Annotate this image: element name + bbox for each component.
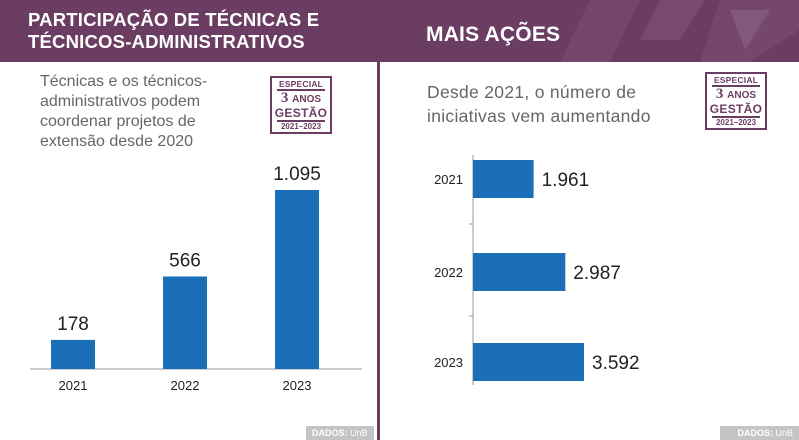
bar-2022 [473, 253, 566, 291]
category-tick-label: 2022 [171, 378, 200, 393]
bar-2021 [473, 160, 534, 198]
left-subtitle-line: coordenar projetos de [40, 113, 196, 130]
category-tick-label: 2023 [434, 355, 463, 370]
right-title: MAIS AÇÕES [426, 23, 561, 46]
left-header: PARTICIPAÇÃO DE TÉCNICAS E TÉCNICOS-ADMI… [0, 0, 377, 62]
left-subtitle-line: administrativos podem [40, 93, 201, 110]
badge-years-word: ANOS [292, 94, 322, 105]
left-subtitle-line: extensão desde 2020 [40, 133, 194, 150]
badge-rule [712, 85, 760, 87]
data-label: 178 [57, 314, 89, 335]
data-label: 3.592 [592, 353, 640, 374]
bar-2021 [51, 339, 95, 369]
source-credit: DADOS: UnB [306, 426, 374, 440]
category-tick-label: 2023 [283, 378, 312, 393]
category-tick-label: 2022 [434, 265, 463, 280]
special-edition-badge: ESPECIAL 3 ANOS GESTÃO 2021–2023 [270, 76, 332, 134]
left-title-line-1: PARTICIPAÇÃO DE TÉCNICAS E [28, 9, 320, 30]
bar-2022 [163, 276, 207, 369]
left-subtitle: Técnicas e os técnicos- administrativos … [40, 72, 207, 152]
panel-divider [377, 0, 380, 440]
badge-period: 2021–2023 [715, 118, 757, 127]
badge-label: ESPECIAL [278, 79, 324, 89]
badge-years-word: ANOS [727, 90, 757, 101]
badge-gestao: GESTÃO [274, 106, 328, 120]
source-value: UnB [775, 428, 793, 438]
left-title-line-2: TÉCNICOS-ADMINISTRATIVOS [28, 31, 305, 52]
right-panel: MAIS AÇÕES Desde 2021, o número de inici… [380, 0, 799, 440]
data-label: 1.095 [273, 164, 321, 185]
badge-years-number: 3 [715, 86, 724, 102]
badge-years: 3 ANOS [272, 91, 330, 107]
badge-rule [277, 89, 325, 91]
badge-period: 2021–2023 [280, 122, 322, 131]
source-credit: DADOS: UnB [720, 426, 799, 440]
header-texture [560, 0, 799, 62]
vertical-bar-chart: 178 2021 566 2022 1.095 2023 [30, 164, 362, 393]
badge-gestao: GESTÃO [709, 102, 763, 116]
category-tick-label: 2021 [434, 172, 463, 187]
right-subtitle: Desde 2021, o número de iniciativas vem … [427, 80, 651, 128]
source-label: DADOS: [737, 428, 773, 438]
bar-2023 [275, 190, 319, 369]
data-label: 2.987 [573, 263, 621, 284]
source-value: UnB [350, 428, 368, 438]
data-label: 1.961 [542, 170, 590, 191]
badge-rule [277, 120, 325, 122]
badge-years: 3 ANOS [707, 87, 765, 103]
right-header: MAIS AÇÕES [380, 0, 799, 62]
source-label: DADOS: [312, 428, 348, 438]
right-subtitle-line: Desde 2021, o número de [427, 82, 637, 102]
left-subtitle-line: Técnicas e os técnicos- [40, 73, 208, 90]
data-label: 566 [169, 250, 201, 271]
badge-rule [712, 116, 760, 118]
badge-years-number: 3 [280, 90, 289, 106]
right-subtitle-line: iniciativas vem aumentando [427, 106, 651, 126]
left-panel: PARTICIPAÇÃO DE TÉCNICAS E TÉCNICOS-ADMI… [0, 0, 377, 440]
category-tick-label: 2021 [59, 378, 88, 393]
special-edition-badge: ESPECIAL 3 ANOS GESTÃO 2021–2023 [705, 72, 767, 130]
horizontal-bar-chart: 1.961 2021 2.987 2022 3.592 2023 [434, 155, 640, 385]
badge-label: ESPECIAL [713, 75, 759, 85]
bar-2023 [473, 343, 584, 381]
